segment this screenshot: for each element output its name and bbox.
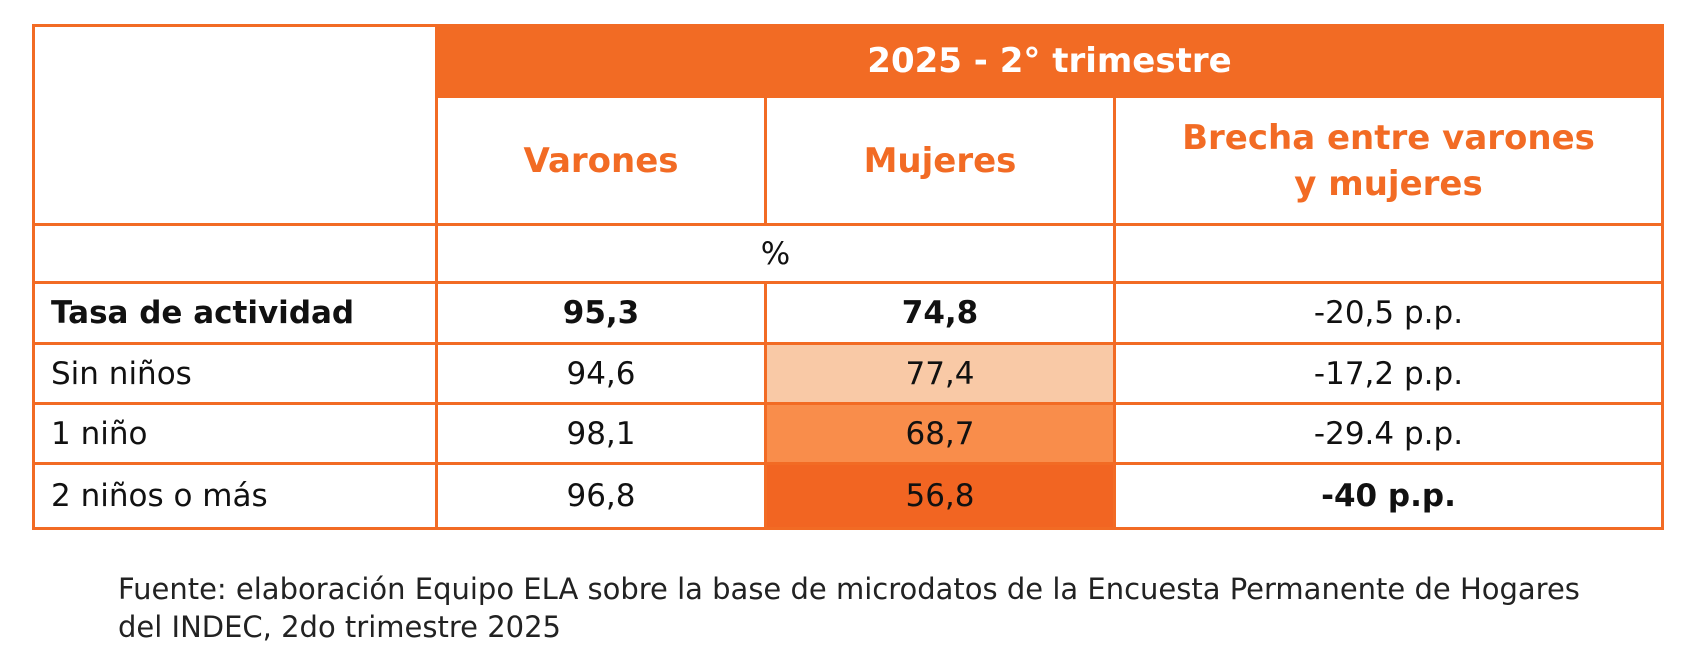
blank-cell: [32, 24, 438, 226]
cell: 94,6: [435, 342, 767, 405]
cell: 98,1: [435, 402, 767, 465]
cell: 74,8: [764, 281, 1116, 345]
cell: 96,8: [435, 462, 767, 530]
period-header: 2025 - 2° trimestre: [435, 24, 1664, 98]
unit-cell: %: [435, 223, 1116, 284]
cell: -20,5 p.p.: [1113, 281, 1664, 345]
cell: -29.4 p.p.: [1113, 402, 1664, 465]
row-label: 2 niños o más: [32, 462, 438, 530]
row-label: 1 niño: [32, 402, 438, 465]
column-header: Varones: [435, 95, 767, 226]
cell: 56,8: [764, 462, 1116, 530]
footnote-line: del INDEC, 2do trimestre 2025: [118, 610, 562, 644]
cell: 68,7: [764, 402, 1116, 465]
cell: 77,4: [764, 342, 1116, 405]
data-table: 2025 - 2° trimestre Varones Mujeres Brec…: [32, 24, 1664, 530]
row-label: Tasa de actividad: [32, 281, 438, 345]
row-label: Sin niños: [32, 342, 438, 405]
column-header: Brecha entre varones y mujeres: [1113, 95, 1664, 226]
footnote-line: Fuente: elaboración Equipo ELA sobre la …: [118, 572, 1580, 606]
cell: 95,3: [435, 281, 767, 345]
column-header: Mujeres: [764, 95, 1116, 226]
blank-cell: [32, 223, 438, 284]
blank-cell: [1113, 223, 1664, 284]
footnote: Fuente: elaboración Equipo ELA sobre la …: [118, 570, 1580, 646]
cell: -17,2 p.p.: [1113, 342, 1664, 405]
cell: -40 p.p.: [1113, 462, 1664, 530]
